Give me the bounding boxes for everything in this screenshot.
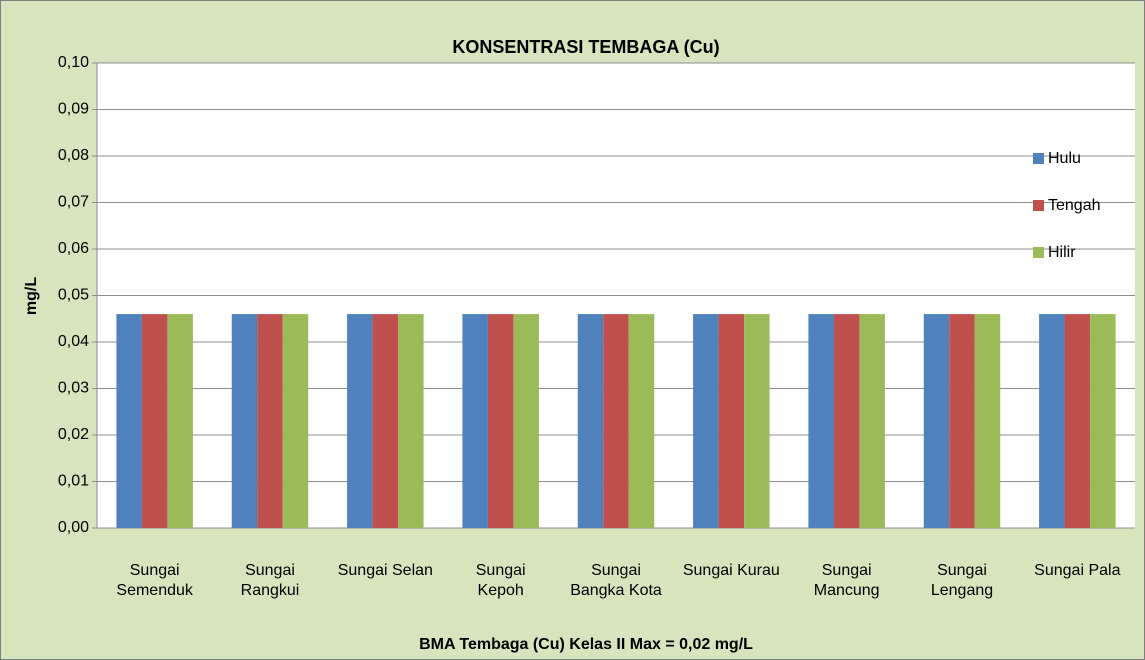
bar	[974, 314, 1001, 528]
bar	[577, 314, 604, 528]
bar	[513, 314, 539, 528]
y-tick-label: 0,01	[58, 473, 89, 490]
y-tick-label: 0,05	[58, 287, 89, 304]
y-tick-label: 0,06	[58, 240, 89, 257]
bar	[347, 314, 373, 528]
legend-label: Hilir	[1048, 244, 1076, 261]
y-tick-label: 0,10	[58, 54, 89, 71]
legend-swatch	[1033, 247, 1044, 258]
bar	[808, 314, 834, 528]
bar	[859, 314, 885, 528]
bar	[282, 314, 309, 528]
x-tick-label: Sungai Pala	[1034, 562, 1120, 579]
x-tick-label: Sungai Lengang	[931, 562, 993, 599]
x-tick-label: Sungai Mancung	[814, 562, 880, 599]
y-tick-label: 0,07	[58, 194, 89, 211]
bar	[167, 314, 193, 528]
bar	[1090, 314, 1116, 528]
bar	[923, 314, 950, 528]
bar	[398, 314, 424, 528]
bar	[628, 314, 655, 528]
x-tick-label: Sungai Selan	[338, 562, 433, 579]
x-tick-label: Sungai Rangkui	[241, 562, 300, 599]
bar	[1064, 314, 1091, 528]
bar	[603, 314, 629, 528]
bar	[1039, 314, 1065, 528]
legend-label: Tengah	[1048, 197, 1101, 214]
bar	[949, 314, 975, 528]
y-tick-label: 0,04	[58, 333, 89, 350]
y-tick-label: 0,02	[58, 426, 89, 443]
y-tick-label: 0,00	[58, 519, 89, 536]
legend-label: Hulu	[1048, 150, 1081, 167]
bar	[116, 314, 142, 528]
legend-swatch	[1033, 153, 1044, 164]
chart-title: KONSENTRASI TEMBAGA (Cu)	[452, 37, 719, 57]
bar	[372, 314, 399, 528]
bar	[141, 314, 168, 528]
x-tick-label: Sungai Kepoh	[476, 562, 526, 599]
bar	[693, 314, 719, 528]
note: BMA Tembaga (Cu) Kelas II Max = 0,02 mg/…	[419, 636, 753, 653]
legend-swatch	[1033, 200, 1044, 211]
y-axis-label: mg/L	[23, 277, 40, 315]
x-tick-label: Sungai Semenduk	[116, 562, 193, 599]
bar	[833, 314, 860, 528]
bar	[744, 314, 770, 528]
bar	[257, 314, 283, 528]
bar	[231, 314, 258, 528]
bar	[718, 314, 745, 528]
x-tick-label: Sungai Kurau	[683, 562, 780, 579]
x-tick-label: Sungai Bangka Kota	[570, 562, 662, 599]
y-tick-label: 0,09	[58, 101, 89, 118]
bar	[487, 314, 514, 528]
y-tick-label: 0,03	[58, 380, 89, 397]
bar	[462, 314, 488, 528]
y-tick-label: 0,08	[58, 147, 89, 164]
